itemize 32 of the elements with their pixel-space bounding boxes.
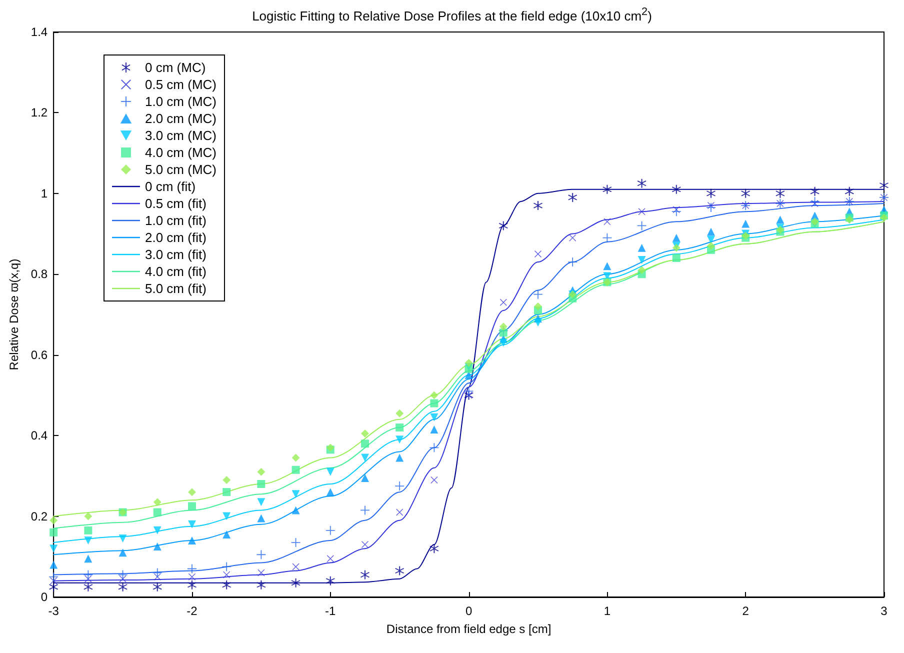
y-tick-label: 0.8 <box>30 267 48 282</box>
x-tick-label: 0 <box>465 604 472 618</box>
y-tick-label: 1 <box>40 186 48 200</box>
legend-label: 0.5 cm (fit) <box>145 196 206 211</box>
y-tick-label: 0.6 <box>30 348 48 362</box>
legend-label: 1.0 cm (MC) <box>145 94 216 109</box>
y-tick-label: 1.2 <box>30 106 48 120</box>
legend-label: 0 cm (MC) <box>145 60 206 75</box>
y-tick-label: 0.2 <box>30 509 48 524</box>
y-tick-label: 0.4 <box>30 428 48 443</box>
legend-label: 0 cm (fit) <box>145 179 196 194</box>
legend-label: 1.0 cm (fit) <box>145 213 206 228</box>
legend-label: 2.0 cm (fit) <box>145 230 206 245</box>
x-tick-label: -2 <box>186 604 198 618</box>
legend-label: 3.0 cm (fit) <box>145 247 206 262</box>
legend-label: 4.0 cm (MC) <box>145 145 216 160</box>
x-tick-label: 1 <box>604 604 611 618</box>
legend-label: 5.0 cm (MC) <box>145 162 216 177</box>
legend-label: 3.0 cm (MC) <box>145 128 216 143</box>
y-tick-label: 0 <box>40 590 48 604</box>
x-axis-title: Distance from field edge s [cm] <box>386 622 552 636</box>
x-tick-label: 3 <box>880 604 888 618</box>
x-tick-label: -1 <box>325 604 336 618</box>
x-tick-label: -3 <box>48 604 60 618</box>
legend-label: 5.0 cm (fit) <box>145 281 206 296</box>
y-tick-label: 1.4 <box>30 25 48 39</box>
legend-label: 4.0 cm (fit) <box>145 264 206 279</box>
legend-label: 0.5 cm (MC) <box>145 77 216 92</box>
x-tick-label: 2 <box>742 604 750 618</box>
legend-label: 2.0 cm (MC) <box>145 111 216 126</box>
y-axis-title: Relative Dose ϖ(x,q) <box>7 258 21 370</box>
chart-title: Logistic Fitting to Relative Dose Profiles at the field edge (10x10 cm$^{2}$) <box>251 6 653 24</box>
